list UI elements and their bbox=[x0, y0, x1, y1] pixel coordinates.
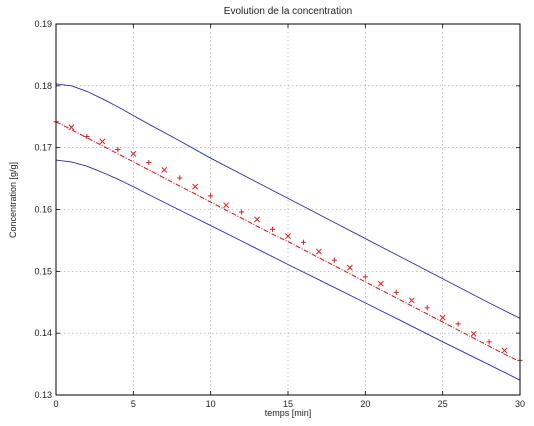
y-tick-label: 0.13 bbox=[34, 390, 52, 400]
y-tick-label: 0.17 bbox=[34, 143, 52, 153]
measurement-point bbox=[68, 124, 75, 131]
x-tick-label: 20 bbox=[360, 399, 370, 409]
measurement-point bbox=[177, 175, 183, 181]
x-tick-label: 30 bbox=[515, 399, 525, 409]
y-tick-label: 0.19 bbox=[34, 19, 52, 29]
x-ticks: 0 5 10 15 20 25 30 bbox=[53, 24, 525, 409]
chart-title: Evolution de la concentration bbox=[224, 6, 352, 17]
measurement-point bbox=[115, 146, 121, 153]
measurement-point bbox=[223, 202, 230, 209]
y-tick-label: 0.14 bbox=[34, 328, 52, 338]
measurement-point bbox=[501, 347, 508, 354]
measurement-point bbox=[254, 216, 261, 223]
y-tick-label: 0.15 bbox=[34, 266, 52, 276]
measurement-point bbox=[439, 314, 446, 321]
measurement-point bbox=[408, 297, 415, 304]
y-axis-label: Concentration [g/g] bbox=[8, 162, 18, 238]
y-tick-label: 0.16 bbox=[34, 205, 52, 215]
measurement-point bbox=[84, 133, 90, 140]
measurement-point bbox=[285, 233, 291, 240]
x-tick-label: 0 bbox=[53, 399, 58, 409]
measurement-point bbox=[315, 248, 322, 255]
measurement-point bbox=[362, 274, 368, 280]
measurement-point bbox=[331, 257, 337, 263]
measurement-point bbox=[486, 339, 492, 345]
x-tick-label: 5 bbox=[131, 399, 136, 409]
series-line-lower-bound bbox=[55, 159, 521, 381]
measurement-point bbox=[146, 159, 152, 166]
measurement-point bbox=[393, 289, 399, 295]
measurement-point bbox=[161, 166, 168, 173]
measurement-point bbox=[470, 330, 477, 337]
series-line-upper-bound bbox=[55, 83, 521, 319]
measurement-point bbox=[269, 226, 276, 232]
y-ticks: 0.13 0.14 0.15 0.16 0.17 0.18 0.19 bbox=[34, 19, 520, 400]
measurement-point bbox=[99, 138, 106, 145]
measurement-point bbox=[300, 239, 307, 245]
measurement-point bbox=[192, 183, 199, 190]
measurement-point bbox=[130, 150, 137, 157]
x-tick-label: 10 bbox=[206, 399, 216, 409]
measurement-point bbox=[424, 305, 430, 311]
series-layer bbox=[55, 83, 521, 381]
x-tick-label: 15 bbox=[283, 399, 293, 409]
measurement-point bbox=[346, 264, 353, 271]
measurement-point bbox=[208, 193, 214, 199]
measurement-point bbox=[239, 209, 245, 215]
measurement-point bbox=[377, 280, 384, 287]
y-tick-label: 0.18 bbox=[34, 81, 52, 91]
series-line-estimate bbox=[55, 121, 521, 363]
measurement-point bbox=[455, 321, 461, 327]
x-axis-label: temps [min] bbox=[265, 408, 312, 418]
x-tick-label: 25 bbox=[438, 399, 448, 409]
grid-lines bbox=[56, 24, 520, 395]
